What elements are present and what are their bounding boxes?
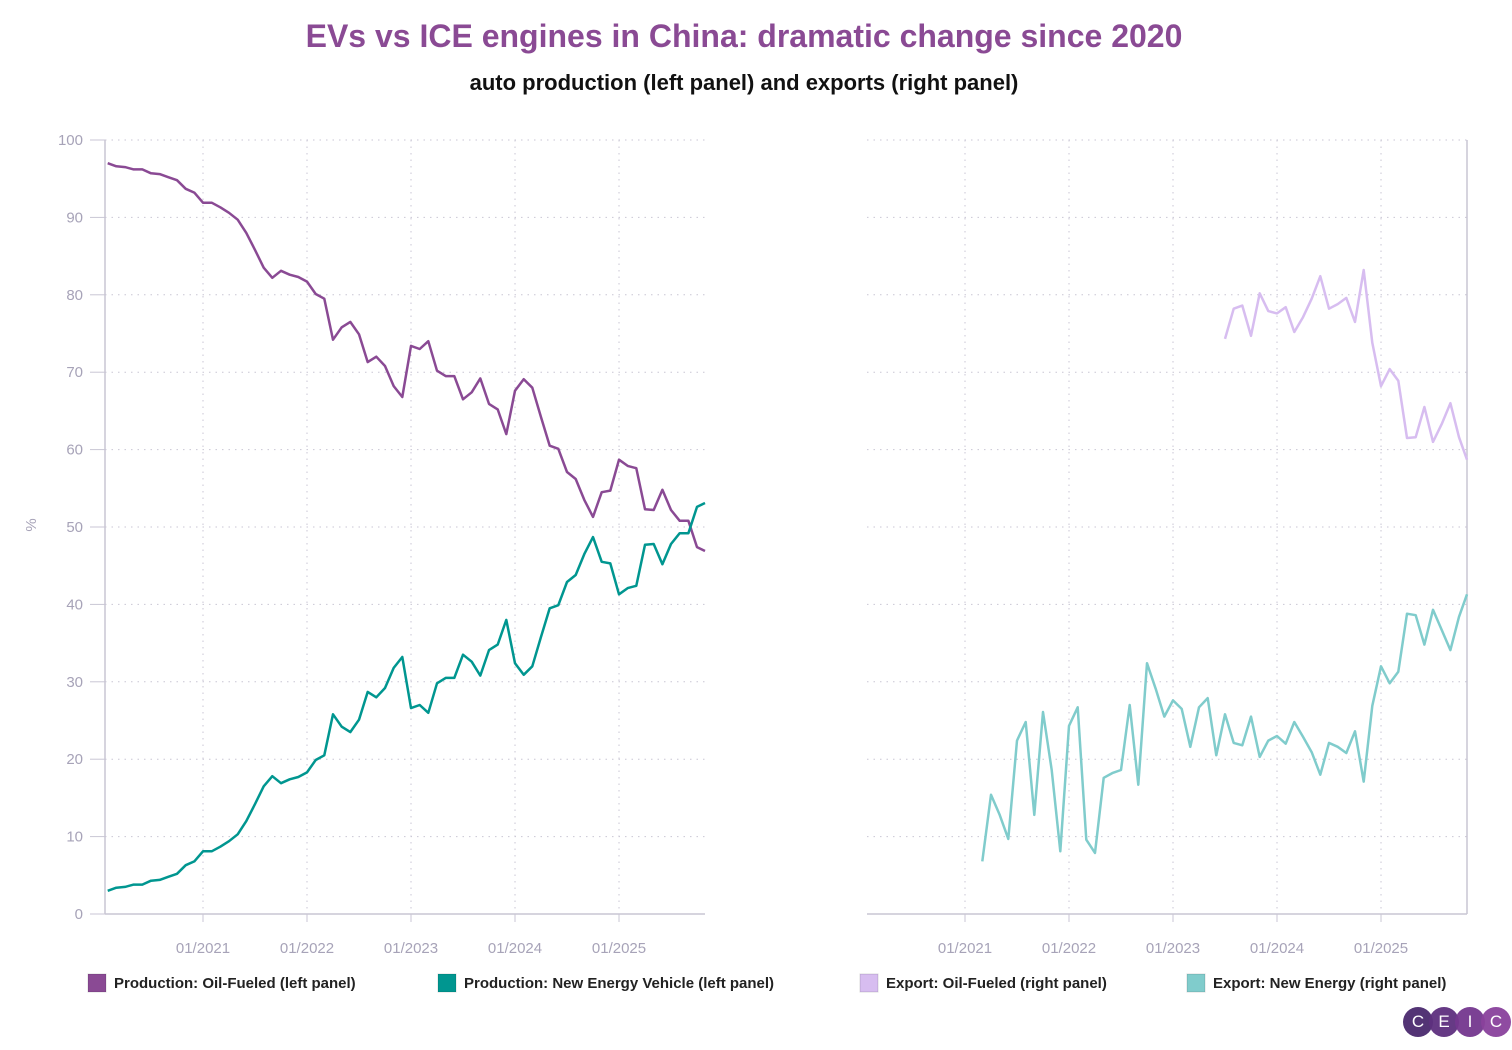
x-tick-label: 01/2021 [176, 940, 230, 957]
x-tick-label: 01/2022 [1042, 940, 1096, 957]
legend-label: Production: Oil-Fueled (left panel) [114, 975, 356, 992]
y-tick-label: 20 [66, 751, 83, 768]
series-line-1 [107, 501, 706, 892]
y-tick-label: 30 [66, 674, 83, 691]
y-tick-label: 90 [66, 209, 83, 226]
x-tick-label: 01/2024 [1250, 940, 1304, 957]
y-tick-label: 40 [66, 596, 83, 613]
x-tick-label: 01/2025 [1354, 940, 1408, 957]
x-tick-label: 01/2025 [592, 940, 646, 957]
y-tick-label: 60 [66, 442, 83, 459]
series-line-2 [1223, 268, 1469, 461]
y-tick-label: 100 [58, 132, 83, 149]
legend-swatch [1186, 973, 1206, 993]
x-tick-label: 01/2024 [488, 940, 542, 957]
legend-label: Export: Oil-Fueled (right panel) [886, 975, 1107, 992]
y-tick-label: 50 [66, 519, 83, 536]
y-tick-label: 0 [75, 906, 83, 923]
legend-swatch [437, 973, 457, 993]
logo-letter: C [1403, 1007, 1433, 1037]
chart-title: EVs vs ICE engines in China: dramatic ch… [305, 18, 1183, 54]
logo-letter: E [1429, 1007, 1459, 1037]
y-axis-label: % [23, 518, 40, 531]
x-tick-label: 01/2023 [384, 940, 438, 957]
legend-label: Export: New Energy (right panel) [1213, 975, 1446, 992]
logo-letter: I [1455, 1007, 1485, 1037]
legend-swatch [859, 973, 879, 993]
logo-letter: C [1481, 1007, 1511, 1037]
y-tick-label: 70 [66, 364, 83, 381]
x-tick-label: 01/2022 [280, 940, 334, 957]
series-line-3 [981, 593, 1469, 862]
y-tick-label: 10 [66, 829, 83, 846]
x-tick-label: 01/2021 [938, 940, 992, 957]
legend-label: Production: New Energy Vehicle (left pan… [464, 975, 774, 992]
chart-subtitle: auto production (left panel) and exports… [469, 70, 1019, 95]
x-tick-label: 01/2023 [1146, 940, 1200, 957]
legend-swatch [87, 973, 107, 993]
series-line-0 [107, 162, 706, 553]
y-tick-label: 80 [66, 287, 83, 304]
